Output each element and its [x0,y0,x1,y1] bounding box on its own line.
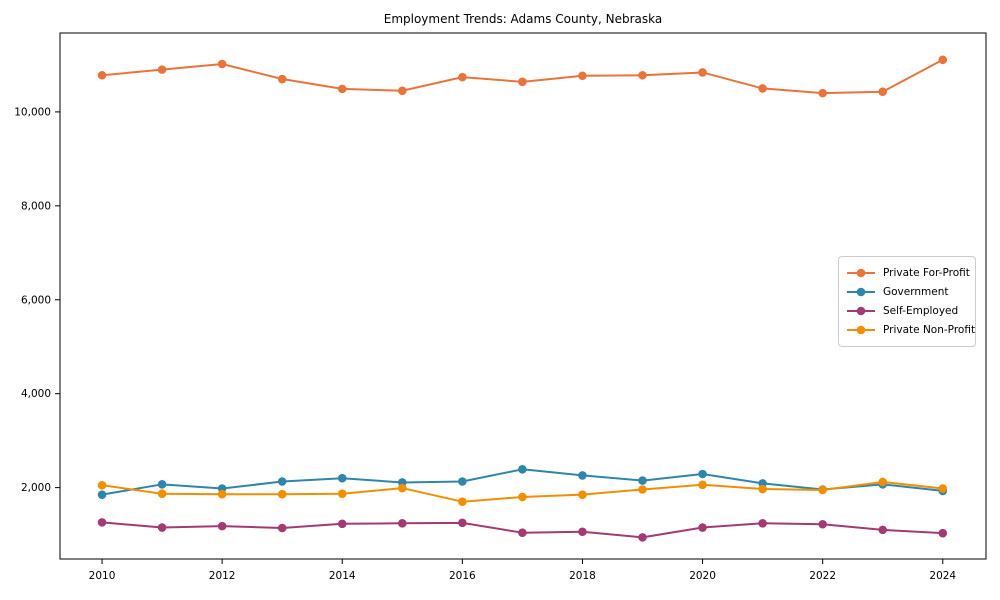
x-tick-label: 2010 [89,570,116,582]
data-point-marker [698,469,707,479]
data-point-marker [698,68,707,77]
x-tick-label: 2022 [809,570,836,582]
data-point-marker [878,525,888,535]
data-point-marker [157,480,167,489]
data-point-marker [818,485,827,495]
legend-marker-icon [847,287,875,297]
data-point-marker [337,489,347,499]
legend-item: Private Non-Profit [846,321,975,339]
legend-item-label: Private Non-Profit [883,324,976,336]
data-point-marker [97,70,107,80]
data-point-marker [458,72,467,82]
legend: Private For-Profit Government Self-Employe… [838,256,976,347]
legend-marker-icon [847,306,875,316]
legend-item: Private For-Profit [846,264,970,282]
series-private-non-profit [97,477,948,507]
x-tick-label: 2020 [689,570,716,582]
data-point-marker [277,489,287,499]
data-point-marker [578,527,587,537]
data-point-marker [758,519,767,528]
data-point-marker [397,86,407,96]
y-tick-label: 10,000 [14,106,51,118]
data-point-marker [638,485,647,494]
data-point-marker [397,483,407,493]
data-point-marker [698,523,707,532]
y-tick-label: 6,000 [21,294,51,306]
data-point-marker [878,477,888,487]
data-point-marker [157,523,167,532]
data-point-marker [938,55,948,65]
data-point-marker [97,480,107,490]
data-point-marker [157,489,167,499]
x-tick-label: 2024 [929,570,956,582]
legend-item-label: Government [883,286,949,298]
x-tick-label: 2018 [569,570,596,582]
data-point-marker [458,518,467,528]
y-tick-label: 4,000 [21,388,51,400]
data-point-marker [758,484,767,494]
data-point-marker [277,74,287,84]
data-point-marker [878,87,888,97]
data-point-marker [818,88,827,98]
data-point-marker [277,523,287,533]
data-point-marker [397,519,407,528]
legend-item: Government [846,283,967,301]
data-point-marker [578,71,587,81]
data-point-marker [217,489,227,499]
data-point-marker [337,84,347,94]
data-point-marker [938,484,948,493]
data-point-marker [638,476,647,485]
data-point-marker [217,59,227,69]
legend-item-label: Self-Employed [883,305,959,317]
data-point-marker [458,497,467,507]
legend-marker-icon [847,325,875,335]
x-tick-label: 2012 [209,570,236,582]
data-point-marker [277,477,287,486]
series-self-employed [97,518,948,542]
data-point-marker [818,519,827,529]
data-point-marker [217,521,227,531]
y-tick-label: 8,000 [21,200,51,212]
chart-title: Employment Trends: Adams County, Nebrask… [383,12,663,26]
data-point-marker [758,84,767,93]
y-axis: 2,000 4,000 6,000 8,000 10,000 [14,106,60,494]
data-point-marker [578,471,587,480]
data-point-marker [337,519,347,529]
data-point-marker [518,77,527,87]
legend-item-label: Private For-Profit [883,267,970,279]
data-point-marker [638,70,647,80]
data-point-marker [518,464,527,474]
data-point-marker [698,480,707,490]
series-private-for-profit [97,55,948,98]
data-point-marker [337,473,347,483]
data-point-marker [518,492,527,502]
data-point-marker [458,477,467,486]
data-point-marker [97,490,107,499]
legend-marker-icon [847,268,875,278]
x-tick-label: 2014 [329,570,356,582]
x-tick-label: 2016 [449,570,476,582]
data-point-marker [638,533,647,542]
data-point-marker [97,518,107,527]
plot-frame [59,32,987,560]
data-point-marker [578,490,587,499]
series-line [101,58,944,95]
legend-item: Self-Employed [846,302,967,320]
data-point-marker [518,528,527,537]
y-tick-label: 2,000 [21,482,51,494]
data-point-marker [157,65,167,74]
x-axis: 2010 2012 2014 2016 2018 2020 2022 2024 [89,559,956,582]
data-point-marker [938,528,948,538]
